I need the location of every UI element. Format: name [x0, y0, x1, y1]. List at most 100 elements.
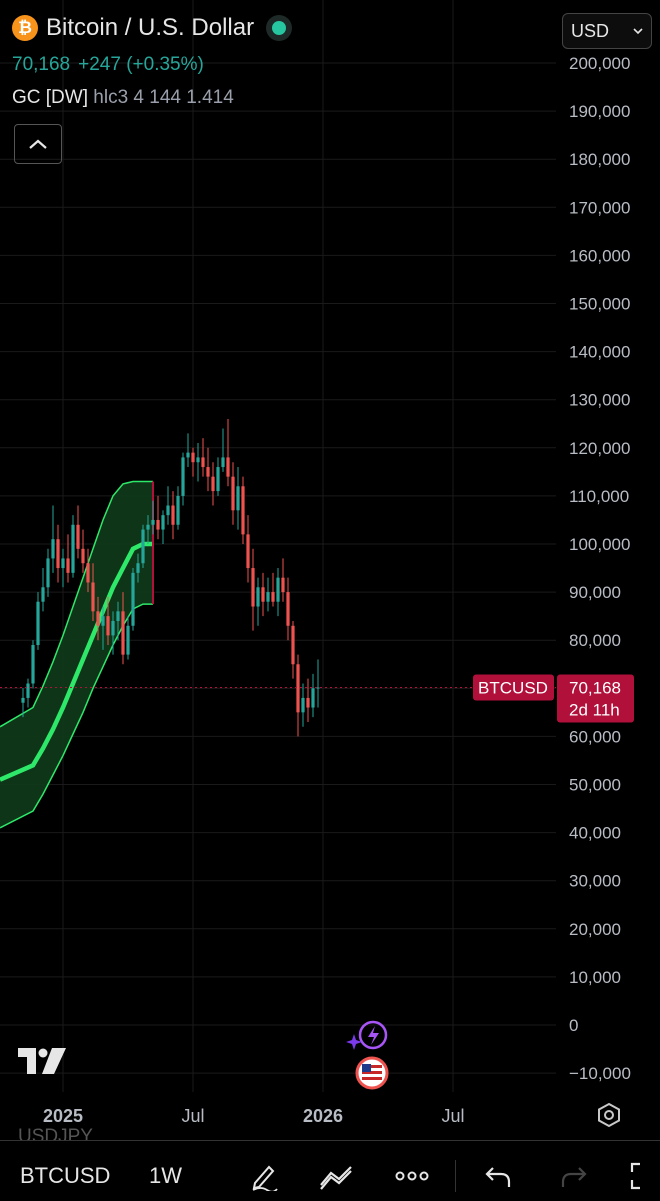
candle-body [146, 524, 150, 530]
time-axis-tick-label: 2026 [303, 1106, 343, 1126]
chevron-up-icon [29, 139, 47, 149]
last-price-marker: BTCUSD 70,168 2d 11h [0, 674, 634, 723]
candle-body [91, 582, 95, 612]
candle-body [216, 467, 220, 492]
band-mid-line [0, 541, 153, 782]
price-axis-tick-label: 170,000 [569, 198, 630, 217]
undo-icon[interactable] [480, 1158, 516, 1194]
chevron-down-icon [633, 28, 643, 35]
price-axis-tick-label: 140,000 [569, 343, 630, 362]
tradingview-logo-icon[interactable] [18, 1048, 66, 1079]
candle-body [136, 563, 140, 573]
price-axis-tick-label: 10,000 [569, 968, 621, 987]
candle-body [41, 587, 45, 602]
candle-body [221, 457, 225, 468]
candle-body [176, 495, 180, 525]
indicator-name[interactable]: GC [DW] [12, 87, 88, 108]
candle-body [201, 457, 205, 468]
price-axis-tick-label: 100,000 [569, 535, 630, 554]
currency-value: USD [571, 20, 610, 41]
symbol-header[interactable]: ₿ Bitcoin / U.S. Dollar [12, 14, 293, 42]
candle-body [211, 476, 215, 492]
price-axis-tick-label: 0 [569, 1016, 578, 1035]
price-axis-tick-label: 50,000 [569, 776, 621, 795]
candle-countdown-label: 2d 11h [569, 700, 620, 719]
candle-body [66, 558, 70, 573]
candle-body [301, 697, 305, 713]
more-dots-icon[interactable] [394, 1158, 430, 1194]
candle-body [191, 452, 195, 463]
price-readout: 70,168 +247 (+0.35%) [12, 54, 204, 76]
indicator-params: hlc3 4 144 1.414 [93, 87, 234, 108]
last-price-tag-label: 70,168 [569, 678, 621, 697]
candle-body [61, 558, 65, 569]
candle-body [281, 577, 285, 593]
indicator-legend[interactable]: GC [DW] hlc3 4 144 1.414 [12, 87, 234, 109]
price-axis-tick-label: 30,000 [569, 872, 621, 891]
price-axis-tick-label: 60,000 [569, 727, 621, 746]
band-lower-line [0, 603, 153, 829]
collapse-legend-button[interactable] [14, 124, 62, 164]
candle-body [186, 452, 190, 458]
candle-body [151, 519, 155, 525]
price-axis-tick-label: 130,000 [569, 391, 630, 410]
candle-body [171, 505, 175, 525]
candle-body [311, 688, 315, 708]
band-fill [0, 481, 153, 828]
pencil-draw-icon[interactable] [246, 1158, 282, 1194]
multi-line-drawing-icon[interactable] [318, 1158, 354, 1194]
interval-button[interactable]: 1W [149, 1163, 182, 1188]
price-axis-tick-label: 90,000 [569, 583, 621, 602]
candle-body [276, 577, 280, 602]
price-axis-tick-label: 180,000 [569, 150, 630, 169]
candle-body [161, 515, 165, 530]
candle-body [76, 524, 80, 549]
candle-body [46, 558, 50, 588]
candle-body [246, 534, 250, 569]
candle-body [291, 625, 295, 665]
candle-body [231, 476, 235, 511]
candle-body [296, 664, 300, 713]
redo-icon[interactable] [556, 1158, 592, 1194]
symbol-title[interactable]: Bitcoin / U.S. Dollar [46, 14, 255, 41]
fullscreen-icon[interactable] [628, 1158, 660, 1194]
candle-body [71, 524, 75, 573]
candle-body [256, 587, 260, 607]
time-axis-tick-label: Jul [441, 1106, 464, 1126]
currency-select[interactable]: USD [562, 13, 652, 49]
price-change: +247 (+0.35%) [78, 54, 204, 75]
price-axis-tick-label: 160,000 [569, 246, 630, 265]
candle-body [166, 505, 170, 516]
chart-settings-icon[interactable] [596, 1102, 622, 1128]
price-axis-tick-label: 150,000 [569, 295, 630, 314]
candle-body [111, 620, 115, 636]
candle-body [81, 548, 85, 564]
symbol-tag-bg [473, 674, 554, 701]
symbol-tag-label: BTCUSD [478, 678, 548, 697]
last-price: 70,168 [12, 54, 71, 75]
candle-body [251, 568, 255, 607]
symbol-button[interactable]: BTCUSD [20, 1163, 111, 1188]
bottom-toolbar [0, 1140, 660, 1201]
candle-body [261, 587, 265, 602]
us-flag-event-icon[interactable] [355, 1056, 389, 1090]
candle-body [271, 592, 275, 602]
candle-body [126, 625, 130, 655]
candle-body [51, 539, 55, 559]
time-axis[interactable]: 2025 Jul 2026 Jul [43, 1106, 465, 1126]
toolbar-separator [455, 1160, 456, 1192]
candle-body [96, 611, 100, 626]
candle-body [206, 467, 210, 477]
time-axis-tick-label: Jul [181, 1106, 204, 1126]
sparkle-lightning-event-icon[interactable] [346, 1020, 390, 1054]
candle-body [131, 572, 135, 626]
price-axis-tick-label: −10,000 [569, 1064, 631, 1083]
price-chart[interactable]: 200,000 190,000 180,000 170,000 160,000 150,0… [0, 0, 660, 1140]
last-price-tag-bg [557, 674, 634, 723]
price-axis[interactable]: 200,000 190,000 180,000 170,000 160,000 150,0… [569, 54, 631, 1083]
price-axis-tick-label: 110,000 [569, 487, 629, 506]
candle-body [141, 529, 145, 564]
candle-body [236, 486, 240, 511]
candle-body [286, 592, 290, 626]
candle-body [121, 611, 125, 655]
